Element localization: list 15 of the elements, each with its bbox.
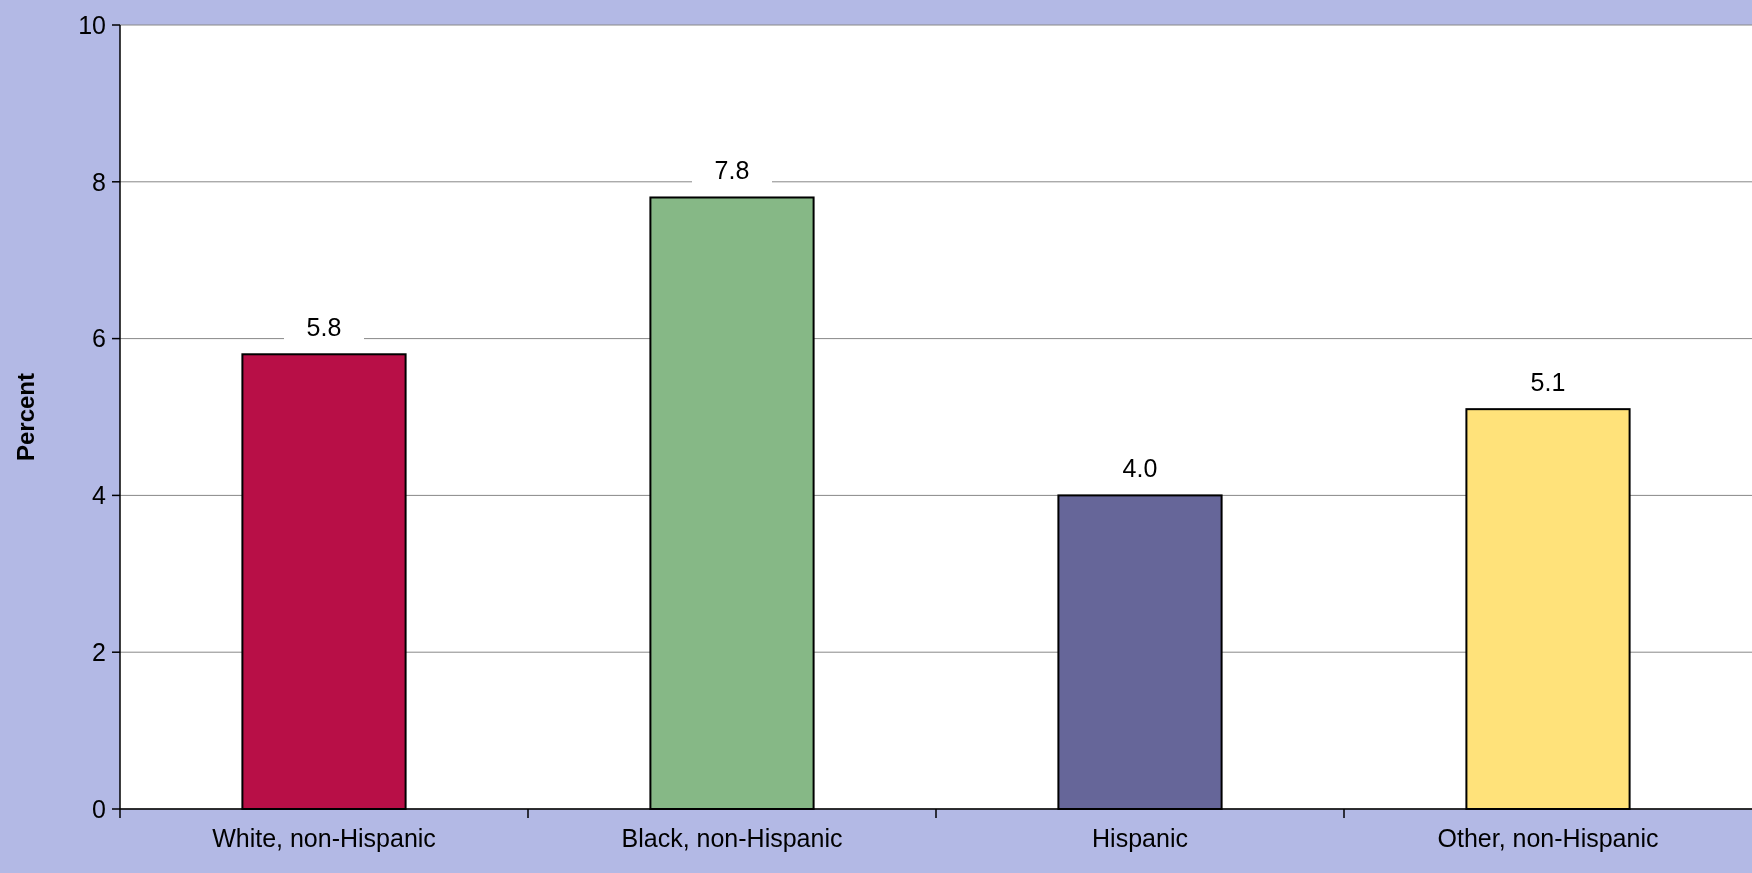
x-tick-label: Hispanic: [1092, 824, 1188, 852]
data-label: 7.8: [714, 156, 750, 185]
x-tick-label: Other, non-Hispanic: [1437, 824, 1659, 852]
data-label: 4.0: [1122, 454, 1158, 483]
x-tick-label: Black, non-Hispanic: [621, 824, 843, 852]
y-axis-title: Percent: [12, 372, 39, 462]
y-tick-label: 6: [92, 324, 106, 353]
x-tick-label: White, non-Hispanic: [212, 824, 436, 852]
y-tick-label: 8: [92, 167, 106, 196]
y-tick-label: 10: [78, 10, 106, 39]
y-tick-label: 4: [92, 481, 107, 510]
data-label: 5.1: [1530, 368, 1566, 397]
y-tick-label: 0: [92, 794, 106, 823]
data-label: 5.8: [306, 313, 342, 342]
y-tick-label: 2: [92, 637, 106, 666]
